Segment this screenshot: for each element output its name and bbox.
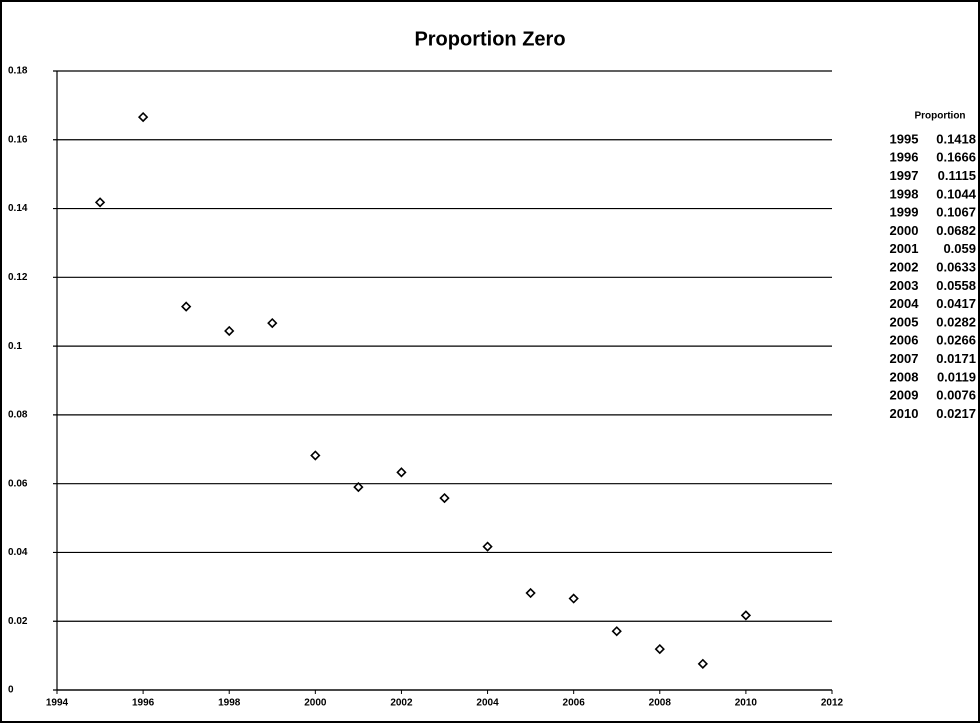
marker xyxy=(137,111,149,123)
table-year: 1995 xyxy=(890,131,919,146)
y-tick-label: 0 xyxy=(8,685,14,696)
table-value: 0.0682 xyxy=(936,223,976,238)
marker xyxy=(654,643,665,655)
table-value: 0.0076 xyxy=(936,388,976,403)
y-tick-label: 0.12 xyxy=(8,272,28,283)
table-value: 0.0266 xyxy=(936,333,976,348)
marker xyxy=(310,450,321,461)
x-tick-label: 1996 xyxy=(132,698,155,709)
x-tick-label: 2002 xyxy=(390,698,413,709)
table-year: 2004 xyxy=(890,296,920,311)
x-tick-label: 2010 xyxy=(735,698,758,709)
marker xyxy=(568,593,579,604)
table-year: 2001 xyxy=(890,241,919,256)
table-header: Proportion xyxy=(914,111,965,122)
table-year: 2005 xyxy=(890,314,919,329)
marker xyxy=(611,626,622,637)
table-value: 0.0119 xyxy=(937,369,976,384)
table-value: 0.1067 xyxy=(936,205,976,220)
marker xyxy=(740,610,752,621)
table-value: 0.1418 xyxy=(936,131,976,146)
marker xyxy=(439,492,450,504)
x-tick-label: 2006 xyxy=(563,698,586,709)
marker xyxy=(224,325,235,337)
x-tick-label: 2004 xyxy=(476,698,499,709)
table-year: 1997 xyxy=(890,168,919,183)
marker xyxy=(482,541,493,552)
marker xyxy=(181,301,192,312)
y-tick-label: 0.18 xyxy=(8,66,28,77)
table-year: 1999 xyxy=(890,205,919,220)
table-year: 1998 xyxy=(890,186,919,201)
table-value: 0.0633 xyxy=(936,260,976,275)
table-year: 2000 xyxy=(890,223,919,238)
marker xyxy=(396,467,407,478)
table-value: 0.1115 xyxy=(938,168,976,183)
x-tick-label: 1998 xyxy=(218,698,241,709)
table-year: 2009 xyxy=(890,388,919,403)
table-year: 2010 xyxy=(890,406,919,421)
x-tick-label: 2008 xyxy=(649,698,672,709)
y-tick-label: 0.08 xyxy=(8,410,28,421)
y-tick-label: 0.06 xyxy=(8,478,28,489)
table-value: 0.0558 xyxy=(936,278,976,293)
table-value: 0.0417 xyxy=(936,296,976,311)
table-year: 2008 xyxy=(890,369,919,384)
table-year: 2007 xyxy=(890,351,919,366)
x-tick-label: 1994 xyxy=(46,698,69,709)
marker xyxy=(353,481,364,493)
table-value: 0.0171 xyxy=(936,351,976,366)
x-tick-label: 2012 xyxy=(821,698,844,709)
table-value: 0.0282 xyxy=(936,314,976,329)
x-tick-label: 2000 xyxy=(304,698,327,709)
table-value: 0.1044 xyxy=(936,186,977,201)
marker xyxy=(525,587,536,599)
y-tick-label: 0.14 xyxy=(8,203,28,214)
table-year: 1996 xyxy=(890,150,919,165)
table-value: 0.1666 xyxy=(936,150,976,165)
y-tick-label: 0.02 xyxy=(8,616,28,627)
y-tick-label: 0.04 xyxy=(8,547,28,558)
marker xyxy=(267,317,278,329)
table-value: 0.0217 xyxy=(936,406,976,421)
marker xyxy=(697,658,708,669)
table-year: 2002 xyxy=(890,260,919,275)
table-value: 0.059 xyxy=(943,241,976,256)
chart-title: Proportion Zero xyxy=(414,28,565,50)
marker xyxy=(94,197,106,208)
y-tick-label: 0.1 xyxy=(8,341,22,352)
table-year: 2003 xyxy=(890,278,919,293)
table-year: 2006 xyxy=(890,333,919,348)
y-tick-label: 0.16 xyxy=(8,134,28,145)
